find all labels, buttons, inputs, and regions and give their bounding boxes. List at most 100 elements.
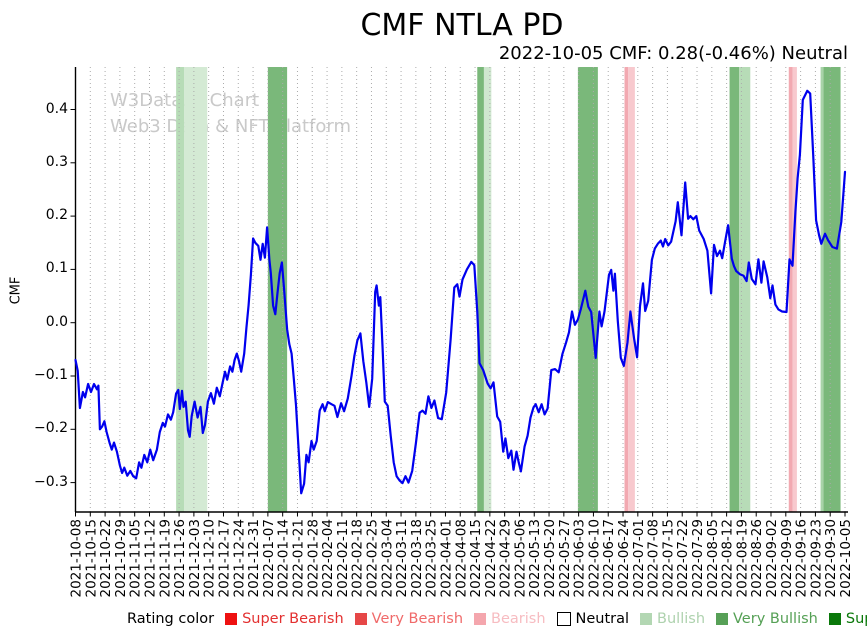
y-tick-label: 0.1 (45, 260, 68, 277)
cmf-series-line (74, 89, 847, 495)
x-tick-label: 2021-10-22 (98, 519, 114, 597)
rating-band-very-bullish (729, 67, 740, 512)
legend-item-label: Very Bullish (733, 611, 818, 627)
rating-band-bearish (624, 67, 629, 512)
x-tick-label: 2021-10-08 (69, 519, 85, 597)
x-tick-label: 2021-12-31 (246, 519, 262, 597)
x-tick-label: 2022-07-29 (690, 519, 706, 597)
x-tick-label: 2022-08-26 (749, 519, 765, 597)
legend-swatch-icon (828, 613, 841, 625)
x-tick-label: 2022-03-18 (409, 519, 425, 597)
legend-item-super-bearish: Super Bearish (225, 611, 344, 627)
legend-item-bearish: Bearish (474, 611, 546, 627)
x-tick-label: 2021-11-26 (172, 519, 188, 597)
y-tick-label: −0.1 (34, 367, 68, 383)
x-tick-label: 2022-01-14 (276, 519, 292, 597)
rating-band-bearish (792, 67, 797, 512)
legend-item-neutral: Neutral (556, 611, 630, 627)
legend-swatch-icon (474, 613, 487, 625)
legend-item-very-bullish: Very Bullish (716, 611, 818, 627)
x-tick-label: 2022-03-25 (424, 519, 440, 597)
x-tick-label: 2022-01-21 (290, 519, 306, 597)
x-tick-label: 2022-05-20 (542, 519, 558, 597)
chart-subtitle: 2022-10-05 CMF: 0.28(-0.46%) Neutral (498, 43, 848, 64)
watermark-line-2: Web3 Data & NFT Platform (110, 116, 352, 137)
x-tick-label: 2022-01-07 (261, 519, 277, 597)
legend-item-label: Bullish (657, 611, 706, 627)
legend-item-label: Super Bearish (242, 611, 344, 627)
x-tick-label: 2022-08-12 (720, 519, 736, 597)
legend-item-very-bearish: Very Bearish (354, 611, 464, 627)
x-tick-label: 2022-04-08 (453, 519, 469, 597)
x-tick-label: 2022-07-08 (646, 519, 662, 597)
x-tick-label: 2022-05-06 (512, 519, 528, 597)
x-tick-label: 2022-04-29 (498, 519, 514, 597)
legend-item-label: Super Bullish (845, 611, 867, 627)
legend-item-label: Bearish (491, 611, 546, 627)
rating-band-very-bullish (477, 67, 484, 512)
x-tick-label: 2022-07-01 (631, 519, 647, 597)
legend-item-label: Neutral (575, 611, 630, 627)
x-tick-label: 2022-03-04 (379, 519, 395, 597)
x-tick-label: 2022-02-25 (364, 519, 380, 597)
x-tick-label: 2022-05-13 (527, 519, 543, 597)
legend-swatch-icon (716, 613, 729, 625)
rating-band-bullish (739, 67, 751, 512)
legend-swatch-icon (556, 612, 571, 626)
x-tick-label: 2022-06-03 (572, 519, 588, 597)
x-tick-label: 2022-08-05 (705, 519, 721, 597)
rating-band-bearish (628, 67, 635, 512)
rating-band-bullish (176, 67, 185, 512)
x-tick-label: 2021-11-12 (142, 519, 158, 597)
x-tick-label: 2022-07-15 (660, 519, 676, 597)
x-tick-label: 2022-05-27 (557, 519, 573, 597)
legend-swatch-icon (354, 613, 367, 625)
y-tick-label: 0.0 (45, 313, 68, 330)
x-tick-label: 2022-06-17 (601, 519, 617, 597)
x-tick-label: 2022-10-05 (838, 519, 854, 597)
x-tick-label: 2022-02-11 (335, 519, 351, 597)
x-tick-label: 2021-10-29 (113, 519, 129, 597)
legend-item-bullish: Bullish (640, 611, 705, 627)
x-tick-label: 2022-01-28 (305, 519, 321, 597)
x-tick-label: 2022-09-30 (823, 519, 839, 597)
x-tick-label: 2022-07-22 (675, 519, 691, 597)
y-tick-label: −0.2 (34, 420, 68, 437)
legend-title: Rating color (127, 611, 215, 627)
x-tick-label: 2022-08-19 (734, 519, 750, 597)
x-tick-label: 2021-12-10 (202, 519, 218, 597)
rating-band-bullish (820, 67, 824, 512)
x-tick-label: 2022-09-09 (779, 519, 795, 597)
x-tick-label: 2022-03-11 (394, 519, 410, 597)
y-tick-label: 0.4 (45, 100, 68, 117)
x-tick-label: 2022-04-15 (468, 519, 484, 597)
y-tick-label: 0.3 (45, 153, 68, 170)
x-tick-label: 2021-10-15 (83, 519, 99, 597)
legend-swatch-icon (225, 613, 238, 625)
x-tick-label: 2022-06-10 (586, 519, 602, 597)
x-tick-label: 2021-11-05 (128, 519, 144, 597)
x-tick-label: 2022-02-04 (320, 519, 336, 597)
rating-band-bullish (483, 67, 492, 512)
x-tick-label: 2022-09-02 (764, 519, 780, 597)
x-tick-label: 2021-12-17 (216, 519, 232, 597)
rating-band-bearish (788, 67, 793, 512)
legend-swatch-icon (640, 613, 653, 625)
rating-band-very-bullish (577, 67, 598, 512)
chart-title: CMF NTLA PD (360, 8, 564, 43)
y-tick-label: 0.2 (45, 207, 68, 224)
x-tick-label: 2022-04-01 (438, 519, 454, 597)
x-tick-label: 2022-09-16 (794, 519, 810, 597)
x-tick-label: 2021-12-24 (231, 519, 247, 597)
rating-band-very-bullish (823, 67, 841, 512)
rating-legend: Rating color Super Bearish Very Bearish Be… (127, 611, 867, 627)
x-tick-label: 2021-12-03 (187, 519, 203, 597)
x-tick-label: 2022-02-18 (350, 519, 366, 597)
legend-item-label: Very Bearish (371, 611, 464, 627)
y-tick-label: −0.3 (34, 473, 68, 490)
x-tick-label: 2022-06-24 (616, 519, 632, 597)
legend-item-super-bullish: Super Bullish (828, 611, 867, 627)
rating-band-bullish (184, 67, 208, 512)
x-tick-label: 2022-04-22 (483, 519, 499, 597)
